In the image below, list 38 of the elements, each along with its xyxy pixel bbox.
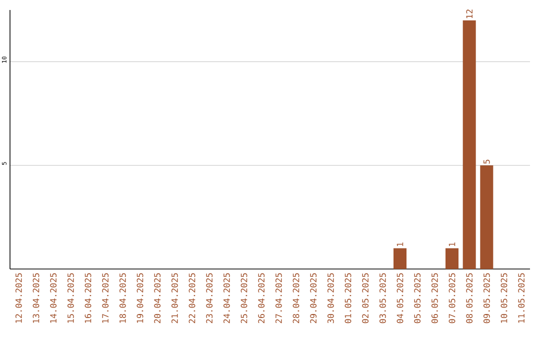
x-tick-label: 02.05.2025 — [362, 273, 369, 324]
x-tick-label: 25.04.2025 — [240, 273, 248, 324]
x-tick-label: 19.04.2025 — [136, 273, 144, 323]
data-label: 12 — [466, 10, 472, 18]
x-tick-label: 01.05.2025 — [344, 273, 352, 324]
x-tick-label: 26.04.2025 — [258, 273, 265, 324]
x-tick-label: 12.04.2025 — [15, 273, 22, 323]
x-tick-label: 23.04.2025 — [206, 273, 213, 324]
x-tick-label: 21.04.2025 — [171, 273, 178, 324]
x-tick-label: 06.05.2025 — [431, 273, 438, 324]
data-label: 5 — [484, 160, 490, 164]
x-tick-label: 18.04.2025 — [119, 273, 126, 323]
x-tick-label: 14.04.2025 — [50, 273, 57, 323]
x-tick-label: 03.05.2025 — [379, 273, 386, 324]
x-tick-label: 30.04.2025 — [327, 273, 334, 324]
bar — [462, 20, 476, 269]
x-tick-label: 22.04.2025 — [188, 273, 196, 324]
x-tick-label: 29.04.2025 — [310, 273, 317, 324]
x-tick-label: 05.05.2025 — [414, 273, 421, 324]
x-tick-label: 04.05.2025 — [396, 273, 404, 324]
x-tick-label: 16.04.2025 — [84, 273, 92, 323]
x-tick-label: 09.05.2025 — [483, 273, 490, 324]
x-tick-label: 13.04.2025 — [32, 273, 40, 323]
data-label: 1 — [448, 242, 456, 246]
x-tick-label: 11.05.2025 — [518, 273, 525, 323]
x-tick-label: 20.04.2025 — [154, 273, 161, 324]
data-label: 1 — [396, 242, 404, 246]
x-tick-label: 27.04.2025 — [275, 273, 282, 324]
x-tick-label: 10.05.2025 — [500, 273, 508, 323]
x-tick-label: 08.05.2025 — [466, 273, 473, 324]
bar — [480, 165, 494, 269]
x-tick-label: 07.05.2025 — [448, 273, 456, 324]
x-tick-label: 24.04.2025 — [223, 273, 230, 324]
x-tick-label: 17.04.2025 — [102, 273, 109, 323]
bar — [446, 248, 459, 269]
x-tick-label: 28.04.2025 — [292, 273, 300, 324]
bar — [394, 248, 407, 269]
x-tick-label: 15.04.2025 — [67, 273, 74, 323]
